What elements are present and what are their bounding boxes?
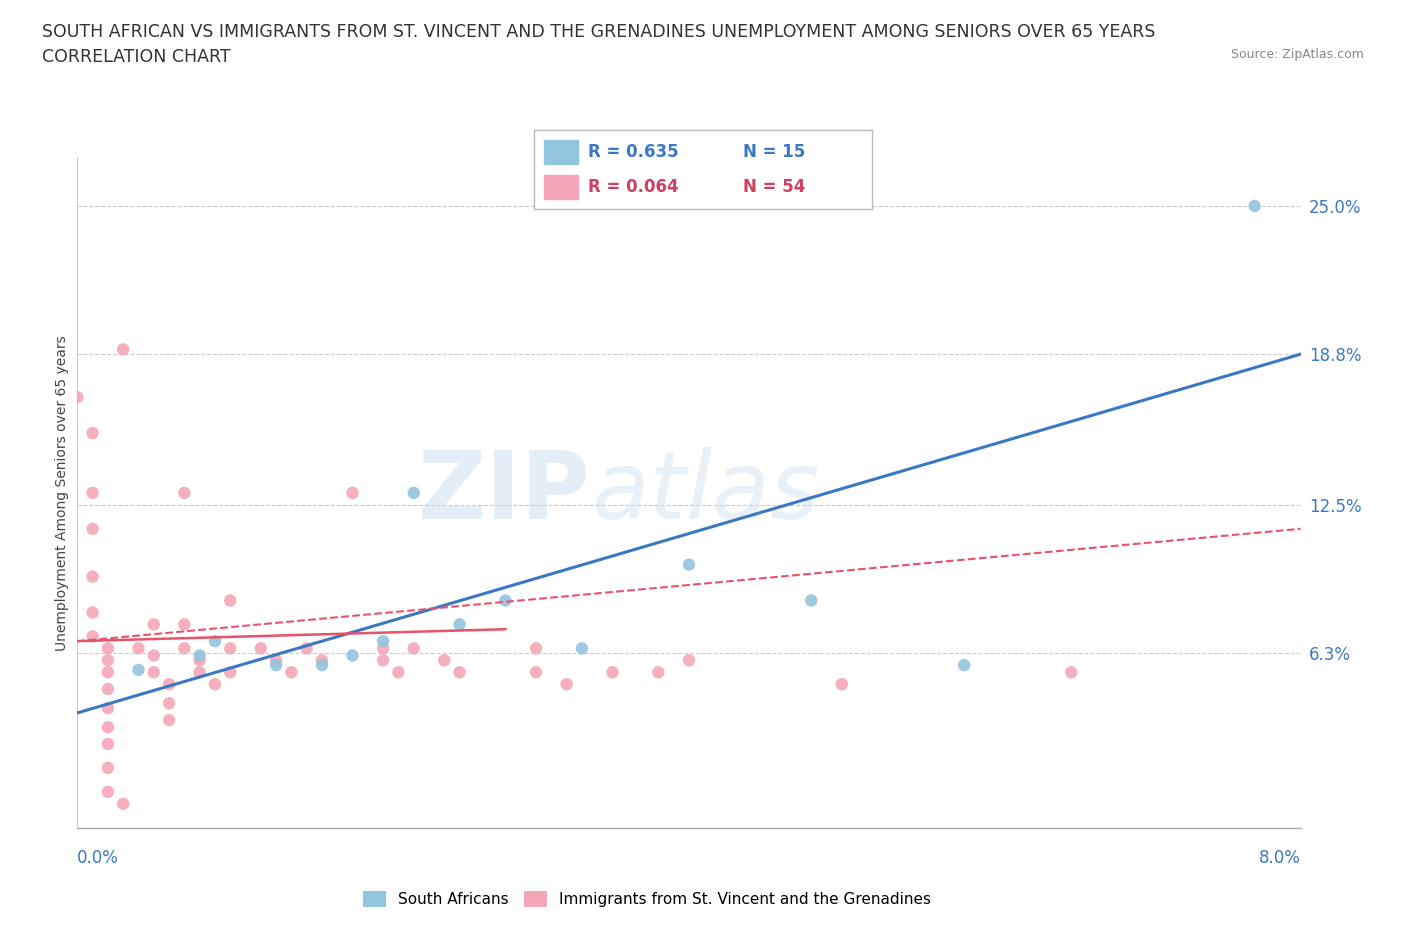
Point bbox=[142, 617, 165, 631]
Point bbox=[402, 485, 425, 500]
Point bbox=[82, 569, 104, 584]
Point bbox=[555, 677, 578, 692]
Point bbox=[112, 342, 135, 357]
Point bbox=[371, 641, 394, 656]
Point bbox=[449, 617, 471, 631]
Point bbox=[97, 653, 120, 668]
Point bbox=[127, 641, 149, 656]
Point bbox=[264, 653, 287, 668]
Point bbox=[204, 677, 226, 692]
Point bbox=[97, 700, 120, 715]
Bar bbox=[544, 140, 578, 165]
Point bbox=[188, 653, 211, 668]
Point bbox=[264, 658, 287, 672]
Point bbox=[280, 665, 302, 680]
Point bbox=[82, 629, 104, 644]
Text: 0.0%: 0.0% bbox=[77, 849, 120, 867]
Text: SOUTH AFRICAN VS IMMIGRANTS FROM ST. VINCENT AND THE GRENADINES UNEMPLOYMENT AMO: SOUTH AFRICAN VS IMMIGRANTS FROM ST. VIN… bbox=[42, 23, 1156, 41]
Point bbox=[524, 641, 547, 656]
Point bbox=[157, 696, 180, 711]
Point bbox=[127, 662, 149, 677]
Point bbox=[97, 682, 120, 697]
Point bbox=[219, 641, 242, 656]
Point bbox=[97, 665, 120, 680]
Point bbox=[112, 796, 135, 811]
Point bbox=[250, 641, 273, 656]
Point bbox=[449, 665, 471, 680]
Point bbox=[647, 665, 669, 680]
Point bbox=[524, 665, 547, 680]
Point bbox=[97, 720, 120, 735]
Point bbox=[66, 390, 89, 405]
Point bbox=[97, 784, 120, 799]
Point bbox=[495, 593, 517, 608]
Point bbox=[142, 648, 165, 663]
Point bbox=[82, 605, 104, 620]
Point bbox=[82, 426, 104, 441]
Point bbox=[678, 557, 700, 572]
Bar bbox=[544, 175, 578, 199]
Point bbox=[173, 485, 195, 500]
Text: N = 15: N = 15 bbox=[744, 143, 806, 161]
Text: N = 54: N = 54 bbox=[744, 179, 806, 196]
Point bbox=[387, 665, 409, 680]
Point bbox=[571, 641, 593, 656]
Point bbox=[82, 522, 104, 537]
Point bbox=[342, 485, 364, 500]
Text: atlas: atlas bbox=[591, 447, 820, 538]
Point bbox=[371, 653, 394, 668]
Text: CORRELATION CHART: CORRELATION CHART bbox=[42, 48, 231, 66]
Point bbox=[173, 617, 195, 631]
Text: 8.0%: 8.0% bbox=[1258, 849, 1301, 867]
Point bbox=[602, 665, 624, 680]
Text: ZIP: ZIP bbox=[418, 447, 591, 538]
Point bbox=[678, 653, 700, 668]
Point bbox=[371, 633, 394, 648]
Y-axis label: Unemployment Among Seniors over 65 years: Unemployment Among Seniors over 65 years bbox=[55, 335, 69, 651]
Point bbox=[953, 658, 976, 672]
Point bbox=[402, 641, 425, 656]
Point bbox=[219, 593, 242, 608]
Point bbox=[311, 653, 333, 668]
Point bbox=[142, 665, 165, 680]
Point bbox=[295, 641, 318, 656]
Point bbox=[157, 712, 180, 727]
Point bbox=[1060, 665, 1083, 680]
Point bbox=[433, 653, 456, 668]
Point bbox=[188, 648, 211, 663]
Point bbox=[831, 677, 853, 692]
Text: Source: ZipAtlas.com: Source: ZipAtlas.com bbox=[1230, 48, 1364, 61]
Point bbox=[97, 737, 120, 751]
Point bbox=[97, 761, 120, 776]
Text: R = 0.635: R = 0.635 bbox=[588, 143, 679, 161]
Point bbox=[82, 485, 104, 500]
Point bbox=[1243, 198, 1265, 213]
Text: R = 0.064: R = 0.064 bbox=[588, 179, 679, 196]
Point bbox=[342, 648, 364, 663]
Point bbox=[157, 677, 180, 692]
Point bbox=[311, 658, 333, 672]
Point bbox=[800, 593, 823, 608]
Point bbox=[188, 665, 211, 680]
Legend: South Africans, Immigrants from St. Vincent and the Grenadines: South Africans, Immigrants from St. Vinc… bbox=[357, 884, 936, 913]
Point bbox=[97, 641, 120, 656]
Point bbox=[204, 633, 226, 648]
Point bbox=[173, 641, 195, 656]
Point bbox=[219, 665, 242, 680]
